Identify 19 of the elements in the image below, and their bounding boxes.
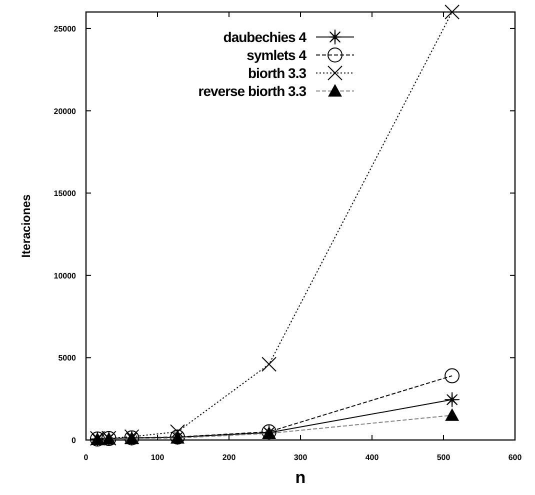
x-tick-label: 300 bbox=[294, 453, 308, 462]
legend-label: biorth 3.3 bbox=[248, 65, 307, 81]
legend-label: symlets 4 bbox=[246, 47, 307, 63]
y-tick-label: 5000 bbox=[58, 354, 77, 363]
y-tick-label: 20000 bbox=[54, 106, 77, 116]
x-tick-label: 500 bbox=[436, 453, 451, 462]
y-tick-label: 0 bbox=[72, 436, 77, 445]
y-tick-label: 15000 bbox=[54, 189, 77, 198]
x-axis-title: n bbox=[295, 468, 306, 487]
legend-label: reverse biorth 3.3 bbox=[198, 83, 307, 99]
y-tick-label: 25000 bbox=[54, 24, 77, 34]
x-tick-label: 400 bbox=[365, 453, 380, 462]
x-tick-label: 200 bbox=[222, 453, 236, 462]
x-tick-label: 600 bbox=[508, 453, 522, 462]
legend-label: daubechies 4 bbox=[223, 29, 307, 45]
x-tick-label: 100 bbox=[150, 453, 165, 462]
x-tick-label: 0 bbox=[84, 453, 89, 462]
y-axis-title: Iteraciones bbox=[19, 194, 33, 258]
y-tick-label: 10000 bbox=[54, 271, 77, 280]
